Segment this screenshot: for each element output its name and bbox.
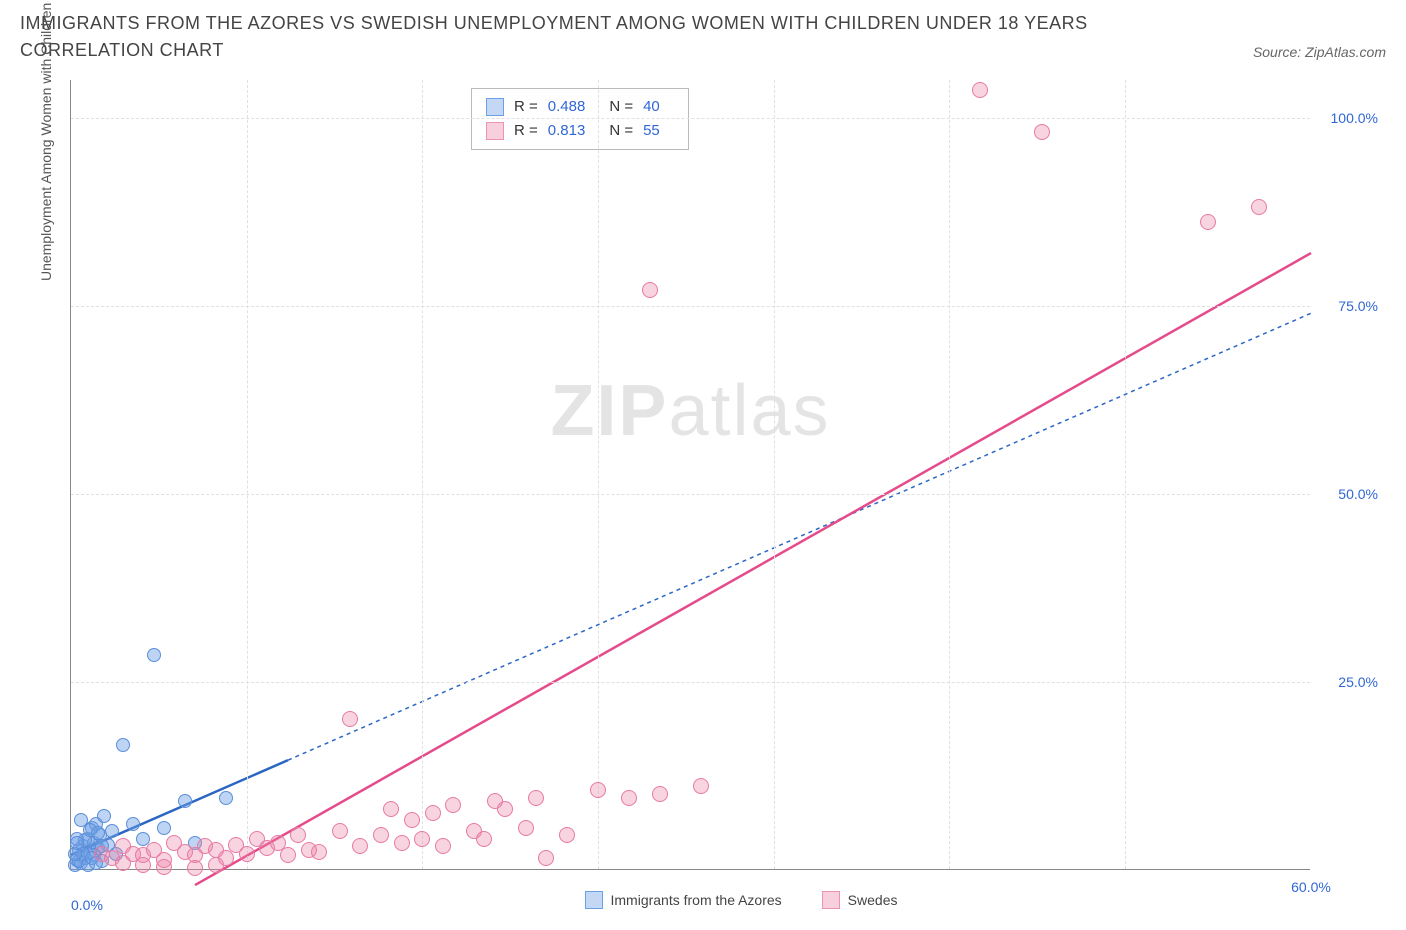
data-point-swedes bbox=[497, 801, 513, 817]
y-tick-label: 100.0% bbox=[1318, 110, 1378, 126]
data-point-swedes bbox=[332, 823, 348, 839]
data-point-swedes bbox=[590, 782, 606, 798]
data-point-swedes bbox=[1251, 199, 1267, 215]
data-point-swedes bbox=[373, 827, 389, 843]
data-point-swedes bbox=[394, 835, 410, 851]
data-point-azores bbox=[105, 824, 119, 838]
data-point-swedes bbox=[239, 846, 255, 862]
data-point-swedes bbox=[1200, 214, 1216, 230]
data-point-swedes bbox=[528, 790, 544, 806]
data-point-swedes bbox=[972, 82, 988, 98]
data-point-swedes bbox=[445, 797, 461, 813]
data-point-azores bbox=[147, 648, 161, 662]
data-point-swedes bbox=[208, 857, 224, 873]
y-axis-label: Unemployment Among Women with Children U… bbox=[38, 0, 54, 281]
gridline-v bbox=[422, 80, 423, 869]
data-point-swedes bbox=[538, 850, 554, 866]
data-point-azores bbox=[97, 809, 111, 823]
data-point-swedes bbox=[518, 820, 534, 836]
data-point-azores bbox=[91, 826, 105, 840]
data-point-azores bbox=[126, 817, 140, 831]
y-tick-label: 25.0% bbox=[1318, 674, 1378, 690]
data-point-swedes bbox=[559, 827, 575, 843]
data-point-swedes bbox=[280, 847, 296, 863]
legend-swatch-azores bbox=[585, 891, 603, 909]
r-value: 0.488 bbox=[548, 95, 586, 119]
data-point-swedes bbox=[115, 855, 131, 871]
source-attribution: Source: ZipAtlas.com bbox=[1253, 44, 1386, 60]
swatch-swedes bbox=[486, 122, 504, 140]
data-point-swedes bbox=[642, 282, 658, 298]
plot-area: ZIPatlas R =0.488N =40R =0.813N =55 Immi… bbox=[70, 80, 1310, 870]
gridline-v bbox=[598, 80, 599, 869]
data-point-swedes bbox=[435, 838, 451, 854]
data-point-azores bbox=[219, 791, 233, 805]
series-legend: Immigrants from the Azores Swedes bbox=[121, 891, 1361, 909]
data-point-swedes bbox=[156, 859, 172, 875]
r-value: 0.813 bbox=[548, 119, 586, 143]
swatch-azores bbox=[486, 98, 504, 116]
data-point-swedes bbox=[1034, 124, 1050, 140]
legend-swatch-swedes bbox=[822, 891, 840, 909]
n-label: N = bbox=[609, 95, 633, 119]
gridline-v bbox=[247, 80, 248, 869]
y-tick-label: 50.0% bbox=[1318, 486, 1378, 502]
data-point-swedes bbox=[652, 786, 668, 802]
gridline-v bbox=[1125, 80, 1126, 869]
r-label: R = bbox=[514, 95, 538, 119]
data-point-swedes bbox=[301, 842, 317, 858]
stat-row-azores: R = 0.488 N = 40 bbox=[486, 95, 674, 119]
data-point-swedes bbox=[476, 831, 492, 847]
data-point-swedes bbox=[135, 857, 151, 873]
chart-title: IMMIGRANTS FROM THE AZORES VS SWEDISH UN… bbox=[20, 10, 1170, 64]
x-tick-label: 0.0% bbox=[71, 897, 103, 913]
data-point-azores bbox=[70, 836, 84, 850]
n-label: N = bbox=[609, 119, 633, 143]
statistics-legend: R = 0.488 N = 40 R = 0.813 N = 55 bbox=[471, 88, 689, 150]
data-point-azores bbox=[116, 738, 130, 752]
x-tick-label: 60.0% bbox=[1291, 879, 1331, 895]
n-value: 40 bbox=[643, 95, 660, 119]
legend-label-swedes: Swedes bbox=[848, 892, 898, 908]
legend-item-azores: Immigrants from the Azores bbox=[585, 891, 782, 909]
n-value: 55 bbox=[643, 119, 660, 143]
data-point-swedes bbox=[404, 812, 420, 828]
stat-row-swedes: R = 0.813 N = 55 bbox=[486, 119, 674, 143]
data-point-swedes bbox=[383, 801, 399, 817]
legend-label-azores: Immigrants from the Azores bbox=[611, 892, 782, 908]
data-point-swedes bbox=[352, 838, 368, 854]
data-point-swedes bbox=[290, 827, 306, 843]
data-point-swedes bbox=[693, 778, 709, 794]
y-tick-label: 75.0% bbox=[1318, 298, 1378, 314]
data-point-azores bbox=[178, 794, 192, 808]
data-point-swedes bbox=[414, 831, 430, 847]
data-point-swedes bbox=[425, 805, 441, 821]
data-point-swedes bbox=[342, 711, 358, 727]
r-label: R = bbox=[514, 119, 538, 143]
legend-item-swedes: Swedes bbox=[822, 891, 898, 909]
data-point-swedes bbox=[187, 860, 203, 876]
gridline-v bbox=[949, 80, 950, 869]
chart-container: Unemployment Among Women with Children U… bbox=[20, 70, 1386, 920]
data-point-azores bbox=[157, 821, 171, 835]
gridline-v bbox=[774, 80, 775, 869]
data-point-swedes bbox=[621, 790, 637, 806]
